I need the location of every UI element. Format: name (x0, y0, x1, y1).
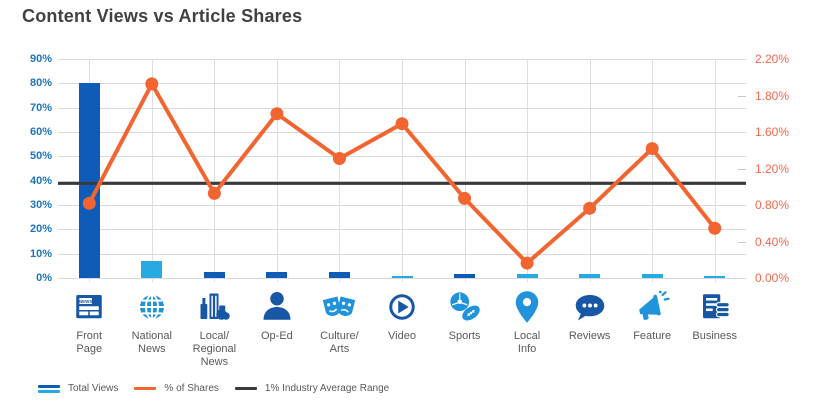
legend: Total Views % of Shares 1% Industry Aver… (38, 383, 389, 394)
left-axis-tick-label: 0% (36, 272, 52, 284)
category-column: Op-Ed (246, 287, 309, 343)
category-label: Local Info (513, 330, 541, 355)
category-column: Sports (433, 287, 496, 343)
right-axis-tick (738, 241, 746, 243)
left-axis-tick-label: 60% (29, 126, 52, 138)
svg-text:NEWS: NEWS (79, 299, 93, 304)
right-axis-tick (738, 95, 746, 97)
bar (328, 271, 350, 278)
right-axis-tick-label: 1.60% (755, 125, 790, 139)
bar (266, 271, 288, 278)
bar (641, 274, 663, 278)
shares-line-swatch-icon (134, 387, 157, 390)
pin-icon (509, 287, 545, 325)
legend-item-shares: % of Shares (134, 383, 219, 394)
city-icon (196, 287, 232, 325)
category-column: National News (121, 287, 184, 356)
v-gridline (652, 59, 654, 282)
v-gridline (714, 59, 716, 282)
sports-icon (447, 287, 483, 325)
left-axis-tick-label: 70% (29, 101, 52, 114)
megaphone-icon (634, 287, 670, 325)
left-axis-tick-label: 10% (29, 247, 52, 260)
category-column: Video (371, 287, 434, 343)
bar (141, 260, 163, 278)
bar (391, 275, 413, 278)
category-label: Video (388, 330, 416, 342)
category-label: Front Page (76, 330, 103, 355)
v-gridline (339, 59, 341, 282)
bar (454, 274, 476, 278)
chart-title: Content Views vs Article Shares (22, 6, 303, 26)
right-axis-tick-label: 1.20% (755, 161, 790, 176)
v-gridline (402, 59, 403, 282)
left-axis-tick-label: 30% (29, 199, 52, 211)
category-column: Business (683, 287, 746, 343)
v-gridline (464, 59, 466, 282)
category-column: Local/ Regional News (183, 287, 246, 369)
category-label: National News (131, 330, 172, 355)
total-views-swatch-icon (38, 384, 60, 393)
v-gridline (527, 59, 529, 282)
newspaper-icon: NEWS (71, 287, 107, 325)
category-label: Sports (448, 330, 481, 342)
right-axis-tick (738, 168, 746, 170)
bar (78, 83, 100, 278)
globe-icon (134, 287, 170, 325)
category-label: Op-Ed (260, 330, 293, 342)
left-axis-tick-label: 90% (29, 53, 52, 65)
bar (579, 274, 601, 278)
person-icon (259, 287, 295, 325)
category-column: Reviews (558, 287, 621, 343)
legend-label-total-views: Total Views (68, 383, 119, 394)
bar (516, 274, 538, 278)
category-column: Culture/ Arts (308, 287, 371, 356)
category-column: Feature (621, 287, 684, 343)
bar (704, 275, 726, 278)
legend-item-total-views: Total Views (38, 383, 118, 394)
left-axis-tick-label: 80% (29, 77, 52, 90)
left-axis-tick-label: 50% (29, 150, 52, 163)
business-coins-icon (697, 287, 733, 325)
speech-icon (572, 287, 608, 325)
right-axis-tick-label: 0.80% (755, 198, 790, 212)
right-axis-tick-label: 0.40% (755, 234, 790, 249)
v-gridline (276, 59, 278, 282)
category-label: Feature (633, 330, 672, 342)
left-axis-tick-label: 20% (29, 223, 52, 236)
category-label: Local/ Regional News (192, 330, 237, 368)
v-gridline (589, 59, 591, 282)
play-icon (384, 287, 420, 325)
legend-item-industry-average: 1% Industry Average Range (234, 383, 390, 394)
right-axis-tick-label: 0.00% (755, 271, 790, 285)
category-column: Local Info (496, 287, 559, 356)
category-label: Reviews (568, 330, 611, 342)
legend-label-shares: % of Shares (164, 383, 219, 394)
right-axis-tick-label: 1.80% (755, 88, 790, 103)
left-axis-tick-label: 40% (29, 174, 52, 187)
v-gridline (214, 59, 216, 282)
bar (203, 271, 225, 278)
category-label: Business (692, 330, 738, 342)
category-label: Culture/ Arts (320, 330, 359, 355)
legend-label-industry-average: 1% Industry Average Range (264, 383, 390, 394)
right-axis-tick-label: 2.20% (755, 52, 790, 66)
v-gridline (151, 59, 153, 282)
category-column: NEWS Front Page (58, 287, 121, 356)
industry-average-line-swatch-icon (234, 387, 257, 390)
masks-icon (321, 287, 357, 325)
